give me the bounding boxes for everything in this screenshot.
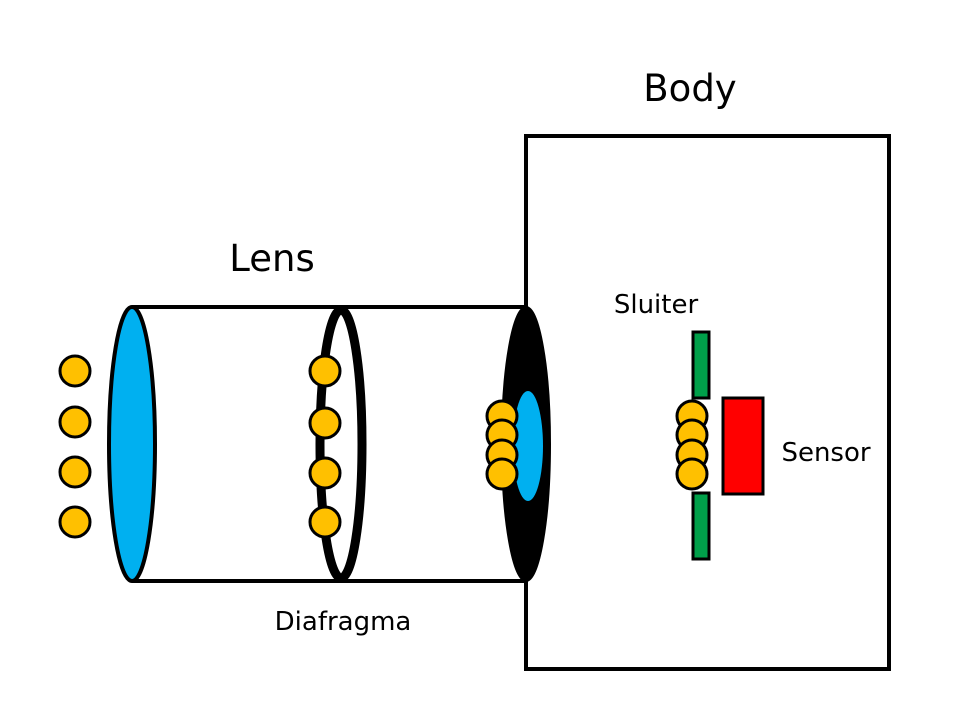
light-particle	[58, 455, 92, 489]
label-lens: Lens	[229, 237, 314, 280]
light-particle	[58, 354, 92, 388]
light-rays-mount	[485, 399, 519, 491]
label-sensor: Sensor	[781, 438, 870, 468]
camera-body	[524, 134, 891, 671]
image-sensor	[721, 396, 765, 496]
light-particle	[308, 505, 342, 539]
light-particle	[308, 354, 342, 388]
light-particle	[308, 406, 342, 440]
light-rays-aperture	[308, 354, 342, 539]
rear-lens-element	[513, 391, 543, 501]
light-particle	[485, 457, 519, 491]
light-rays-entering	[58, 354, 92, 539]
diaphragm-ring	[315, 305, 367, 583]
label-aperture: Diafragma	[275, 607, 412, 637]
label-shutter: Sluiter	[614, 290, 699, 320]
light-particle	[58, 505, 92, 539]
shutter-blade-top	[691, 330, 711, 400]
front-lens-element	[107, 305, 157, 583]
light-particle	[308, 456, 342, 490]
light-rays-shutter	[675, 399, 709, 491]
light-particle	[675, 457, 709, 491]
shutter-blade-bottom	[691, 491, 711, 561]
light-particle	[58, 405, 92, 439]
label-body: Body	[643, 67, 736, 110]
